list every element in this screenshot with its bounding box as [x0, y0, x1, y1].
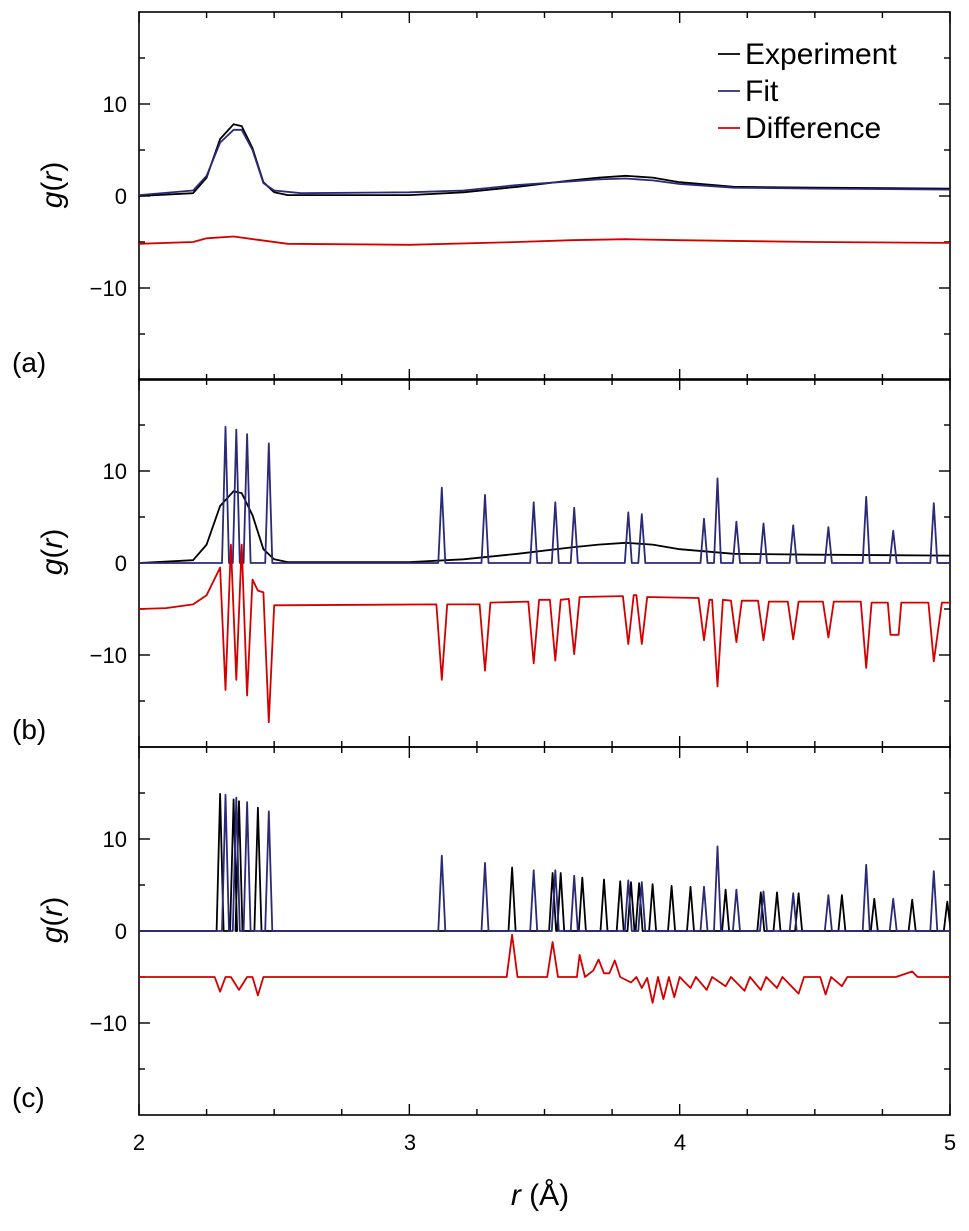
y-axis-argument: r [36, 906, 69, 917]
x-axis-label: r (Å) [511, 1179, 569, 1212]
y-axis-paren: ( [36, 182, 69, 192]
y-tick-label: 0 [115, 184, 127, 209]
panel-label: (a) [12, 347, 46, 378]
series-line-fit [139, 793, 950, 932]
series-line-fit [139, 425, 950, 564]
series-line-difference [139, 235, 950, 246]
legend-label-fit: Fit [745, 75, 779, 108]
legend: Experiment Fit Difference [718, 38, 897, 145]
y-tick-label: 0 [115, 919, 127, 944]
y-tick-label: −10 [90, 276, 127, 301]
y-axis-paren: ( [36, 917, 69, 927]
series-line-fit [139, 128, 950, 196]
panel-b: 10 0 −10 g(r) (b) [12, 378, 951, 748]
legend-label-difference: Difference [745, 112, 881, 145]
series-line-difference [139, 933, 950, 1004]
y-tick-label: 10 [103, 459, 127, 484]
series-line-experiment [139, 793, 950, 932]
y-axis-function: g [36, 558, 69, 575]
panels: 100−10g(r)(a)100−10g(r)(b)100−10g(r)(c) [12, 11, 951, 1116]
y-axis-function: g [36, 191, 69, 208]
y-tick-label: 10 [103, 827, 127, 852]
x-tick-labels: 2 3 4 5 [133, 1130, 956, 1155]
series-group [139, 425, 950, 724]
y-axis-paren: ( [36, 549, 69, 559]
panel-label: (b) [12, 714, 46, 745]
series-line-experiment [139, 123, 950, 197]
x-axis-variable: r [511, 1179, 522, 1212]
panel-label: (c) [12, 1082, 45, 1113]
y-axis-argument: r [36, 171, 69, 182]
legend-label-experiment: Experiment [745, 38, 897, 71]
y-axis-label: g(r) [36, 529, 69, 576]
panel-c: 10 0 −10 g(r) (c) [12, 746, 951, 1116]
series-group [139, 793, 950, 1004]
y-axis-paren: ) [36, 897, 69, 907]
y-axis-function: g [36, 926, 69, 943]
series-line-difference [139, 543, 950, 724]
y-tick-label: −10 [90, 643, 127, 668]
y-axis-paren: ) [36, 162, 69, 172]
x-tick-label: 5 [944, 1130, 956, 1155]
y-tick-label: −10 [90, 1011, 127, 1036]
x-axis-unit: (Å) [529, 1179, 569, 1212]
y-axis-label: g(r) [36, 897, 69, 944]
y-tick-label: 0 [115, 551, 127, 576]
y-tick-label: 10 [103, 92, 127, 117]
y-axis-paren: ) [36, 529, 69, 539]
x-tick-label: 3 [404, 1130, 416, 1155]
y-axis-label: g(r) [36, 162, 69, 209]
series-group [139, 123, 950, 246]
x-tick-label: 2 [133, 1130, 145, 1155]
x-tick-label: 4 [674, 1130, 686, 1155]
y-axis-argument: r [36, 538, 69, 549]
